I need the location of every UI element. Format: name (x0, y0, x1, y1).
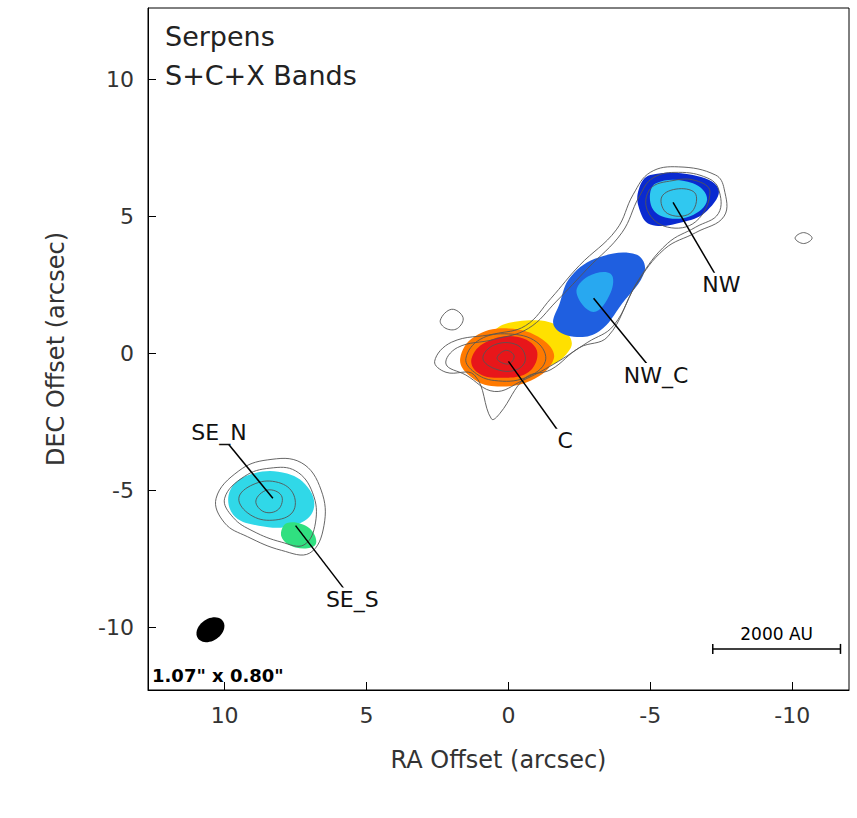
svg-text:10: 10 (211, 703, 239, 728)
svg-text:1.07" x 0.80": 1.07" x 0.80" (152, 665, 284, 686)
svg-text:-5: -5 (112, 478, 134, 503)
svg-text:2000 AU: 2000 AU (740, 624, 813, 644)
svg-text:0: 0 (120, 341, 134, 366)
svg-text:SE_N: SE_N (191, 420, 246, 446)
svg-text:Serpens: Serpens (165, 21, 275, 52)
svg-text:S+C+X Bands: S+C+X Bands (165, 60, 357, 91)
svg-text:RA Offset (arcsec): RA Offset (arcsec) (391, 746, 607, 774)
svg-text:NW_C: NW_C (624, 363, 689, 389)
svg-text:C: C (558, 428, 573, 453)
svg-text:-10: -10 (774, 703, 810, 728)
svg-text:10: 10 (106, 67, 134, 92)
svg-text:DEC Offset (arcsec): DEC Offset (arcsec) (42, 232, 70, 466)
svg-text:0: 0 (501, 703, 515, 728)
svg-text:SE_S: SE_S (326, 587, 379, 613)
svg-text:NW: NW (702, 272, 740, 297)
svg-text:5: 5 (360, 703, 374, 728)
svg-text:-5: -5 (639, 703, 661, 728)
svg-text:5: 5 (120, 204, 134, 229)
svg-text:-10: -10 (98, 615, 134, 640)
